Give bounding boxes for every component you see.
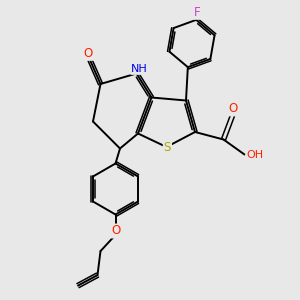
Text: NH: NH xyxy=(131,64,148,74)
Text: S: S xyxy=(164,141,171,154)
Text: O: O xyxy=(111,224,120,238)
Text: O: O xyxy=(229,102,238,116)
Text: OH: OH xyxy=(246,149,264,160)
Text: F: F xyxy=(194,6,200,19)
Text: O: O xyxy=(84,47,93,60)
